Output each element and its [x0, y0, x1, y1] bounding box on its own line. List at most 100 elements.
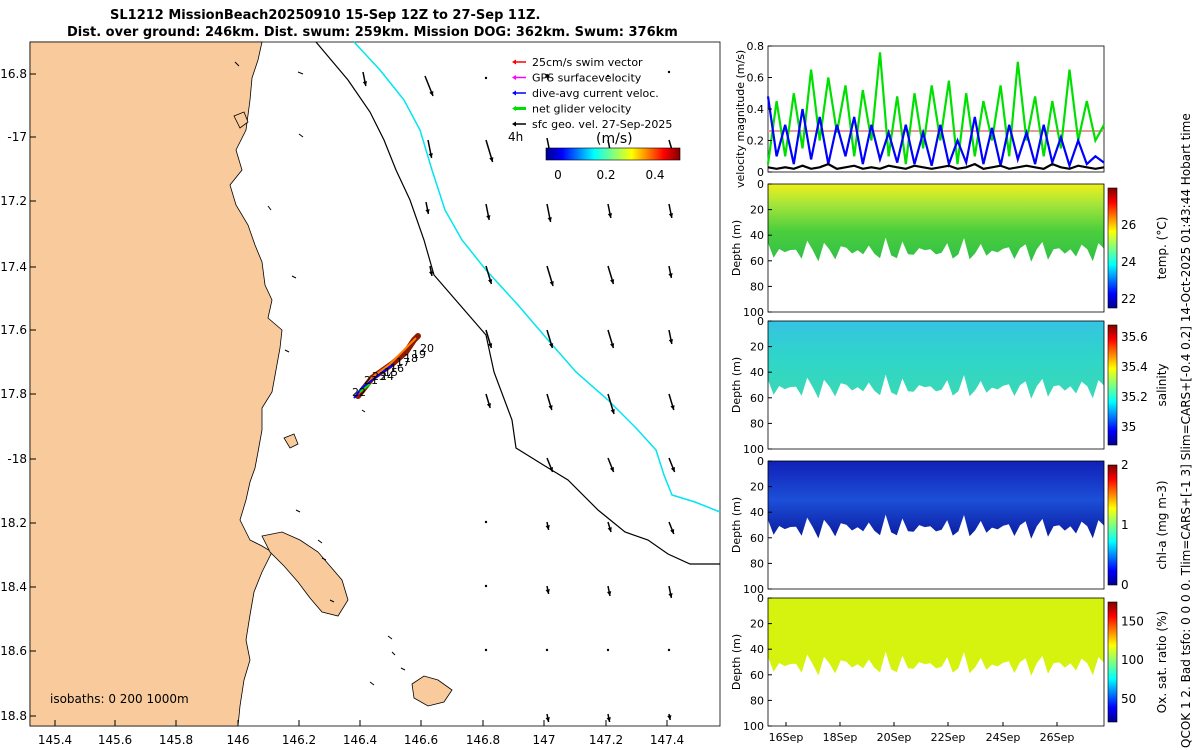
legend-label: dive-avg current veloc.: [532, 87, 659, 100]
section-panel-3: 0 20 40 60 80 100 Depth (m) 0 1 2 chl-a (mg m-3): [730, 455, 1169, 596]
section-colorbar-tick: 35: [1121, 420, 1136, 434]
colorbar-title: (m/s): [596, 131, 633, 147]
speed-colorbar: [545, 147, 681, 161]
section-panel-2: 0 20 40 60 80 100 Depth (m) 35 35.2 35.4 35.6 salin…: [730, 315, 1169, 456]
velocity-tick-label: 0.6: [747, 72, 765, 85]
geo-velocity-arrow: [606, 648, 610, 652]
section-panel-4: 0 20 40 60 80 100 Depth (m) 50 100 150 Ox. sat. ra…: [730, 592, 1169, 733]
date-tick-label: 26Sep: [1040, 731, 1075, 744]
section-data-field: [768, 184, 1104, 262]
date-tick-label: 18Sep: [823, 731, 858, 744]
geo-velocity-arrow: [606, 585, 612, 597]
lat-tick-label: 18.2: [0, 516, 27, 530]
section-colorbar-label: temp. (°C): [1155, 217, 1169, 280]
glider-track: [353, 333, 421, 399]
track-dive-avg-velocity: [353, 363, 395, 399]
geo-velocity-arrow: [484, 648, 488, 652]
lon-tick-label: 147.2: [589, 733, 623, 747]
velocity-y-ticks: 0 0.2 0.4 0.6 0.8: [747, 40, 772, 179]
section-colorbar-label: salinity: [1155, 363, 1169, 406]
geo-velocity-arrow: [668, 457, 676, 473]
section-colorbar: [1107, 187, 1118, 309]
legend-entry: 25cm/s swim vector: [512, 56, 643, 69]
depth-tick-label: 20: [750, 481, 764, 494]
geo-velocity-arrow: [485, 329, 493, 349]
map-axis-ticks: 145.4 145.6 145.8 146 146.2 146.4 146.6 146.8 14…: [0, 67, 684, 747]
geo-velocity-arrow: [427, 139, 433, 159]
lon-tick-label: 146.8: [466, 733, 500, 747]
depth-ylabel: Depth (m): [730, 220, 743, 276]
depth-tick-label: 0: [757, 178, 764, 191]
track-day-label: 19: [412, 348, 426, 361]
geo-velocity-arrow: [545, 585, 550, 595]
coastline-land: [29, 41, 283, 727]
lon-tick-label: 146: [227, 733, 250, 747]
section-colorbar-tick: 35.6: [1121, 330, 1148, 344]
depth-tick-label: 60: [750, 392, 764, 405]
depth-tick-label: 40: [750, 643, 764, 656]
lat-tick-label: 18.8: [0, 709, 27, 723]
geo-velocity-arrow: [606, 74, 610, 78]
geo-velocity-arrow: [546, 393, 553, 411]
island-small-north: [233, 111, 249, 129]
section-panel-1: 0 20 40 60 80 100 Depth (m) 22 24 26 temp. (°C): [730, 178, 1169, 319]
geo-velocity-arrow: [607, 393, 615, 415]
depth-tick-label: 80: [750, 280, 764, 293]
geo-velocity-arrow: [546, 329, 554, 349]
legend-label: 25cm/s swim vector: [532, 56, 643, 69]
figure-title-line2: Dist. over ground: 246km. Dist. swum: 25…: [67, 25, 678, 40]
lat-tick-label: 17.4: [0, 260, 27, 274]
velocity-series-2: [767, 162, 1105, 170]
geo-velocity-arrow: [607, 329, 615, 349]
date-tick-label: 22Sep: [931, 731, 966, 744]
section-colorbar-tick: 100: [1121, 653, 1144, 667]
depth-ylabel: Depth (m): [730, 634, 743, 690]
speed-colorbar-tick: 0.2: [596, 168, 615, 182]
velocity-tick-label: 0.4: [747, 103, 765, 116]
depth-tick-label: 0: [757, 592, 764, 605]
geo-velocity-arrow: [606, 713, 611, 723]
geo-velocity-arrow: [485, 393, 491, 409]
geo-velocity-arrow: [607, 457, 615, 473]
depth-tick-label: 40: [750, 506, 764, 519]
geo-velocity-arrow: [607, 203, 613, 219]
date-tick-label: 16Sep: [769, 731, 804, 744]
velocity-panel: 0 0.2 0.4 0.6 0.8 velocity magnitude (m/s): [734, 40, 1105, 188]
geo-velocity-arrow: [484, 520, 488, 524]
island-hinchinbrook: [261, 531, 349, 617]
section-data-field: [768, 461, 1104, 539]
map-legend: 25cm/s swim vector GPS surfacevelocity div…: [508, 56, 681, 182]
track-day-label: 16: [390, 362, 404, 375]
lat-tick-label: -17: [7, 130, 27, 144]
speed-colorbar-tick: 0: [554, 168, 562, 182]
geo-velocity-arrow: [668, 585, 673, 599]
geo-velocity-arrow: [485, 265, 493, 285]
depth-ylabel: Depth (m): [730, 497, 743, 553]
section-colorbar-tick: 35.4: [1121, 360, 1148, 374]
time-step-label: 4h: [508, 130, 523, 144]
section-colorbar: [1107, 324, 1118, 446]
track-day-label: 23: [372, 370, 386, 383]
geo-velocity-arrow: [362, 71, 368, 87]
geo-velocity-arrow: [668, 329, 674, 345]
legend-entry: sfc geo. vel. 27-Sep-2025: [512, 118, 672, 131]
lat-tick-label: 16.8: [0, 67, 27, 81]
depth-tick-label: 60: [750, 532, 764, 545]
depth-tick-label: 80: [750, 694, 764, 707]
depth-tick-label: 100: [743, 583, 764, 596]
speed-colorbar-ticks: 0 0.2 0.4: [554, 168, 664, 182]
track-net-velocity: [359, 383, 371, 393]
depth-ylabel: Depth (m): [730, 357, 743, 413]
geo-velocity-arrow: [485, 139, 494, 163]
geo-velocity-arrow: [424, 75, 434, 97]
section-axes-frame: [767, 320, 1105, 450]
geo-velocity-arrow: [425, 201, 430, 215]
section-data-field: [768, 598, 1104, 676]
geo-velocity-arrow: [607, 265, 615, 285]
track-day-label: 18: [404, 352, 418, 365]
track-day-label: 15: [384, 366, 398, 379]
section-colorbar-label: Ox. sat. ratio (%): [1155, 611, 1169, 713]
